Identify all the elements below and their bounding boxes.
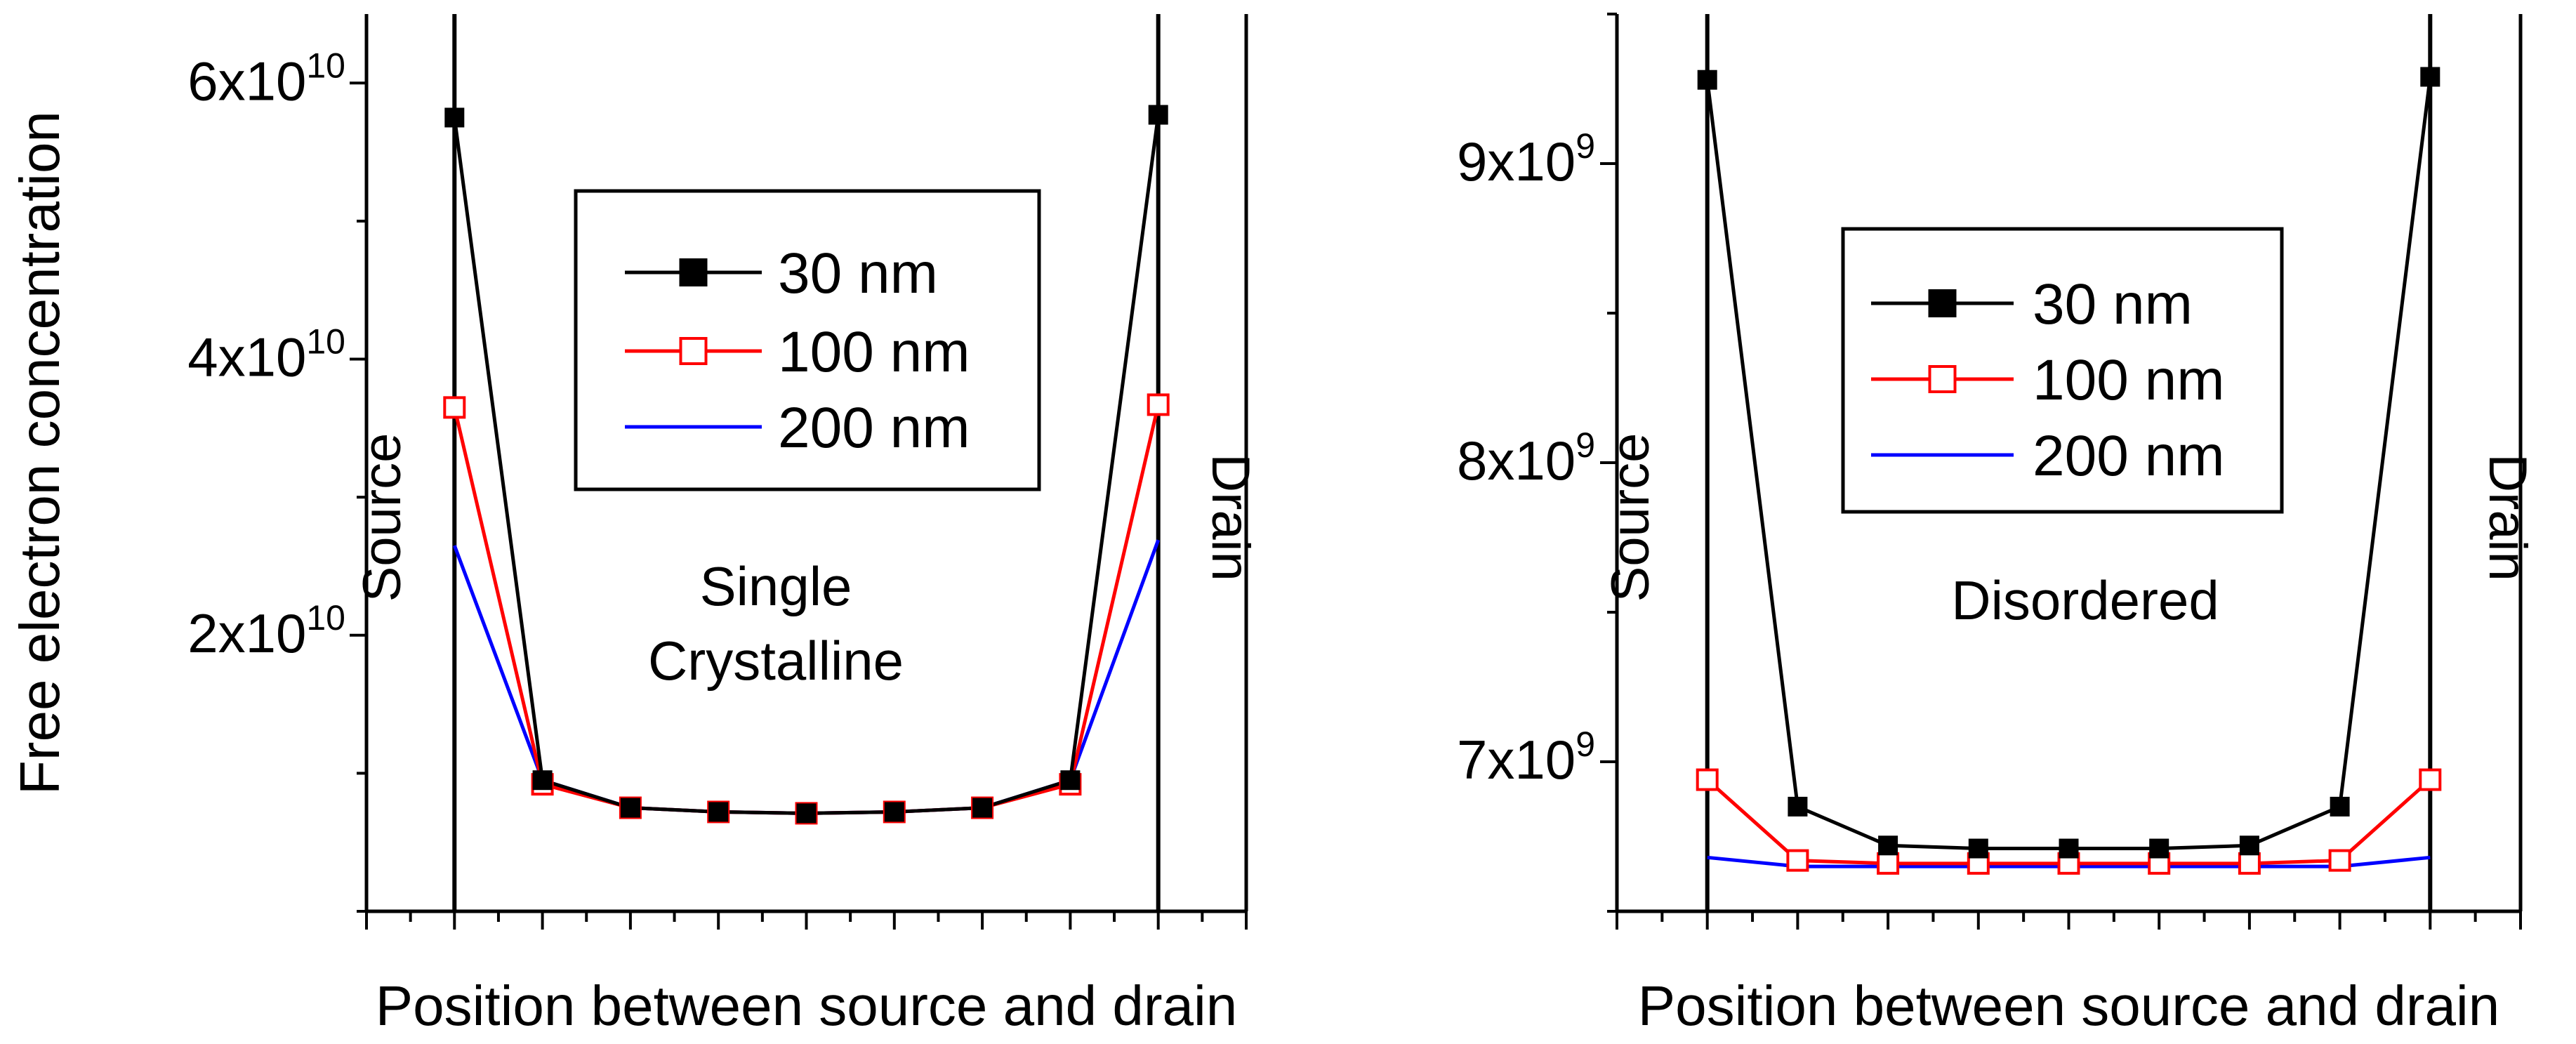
data-point-30-nm [796, 803, 817, 824]
data-point-100-nm [1786, 849, 1809, 872]
data-point-100-nm [1877, 852, 1900, 875]
source-label: Source [352, 433, 412, 602]
panel-left: 2x1010 4x1010 6x1010 30 nm 100 nm 200 nm Singl… [187, 14, 1260, 1037]
data-point-100-nm [443, 396, 466, 419]
legend-marker-30-nm [1928, 289, 1957, 317]
data-point-30-nm [884, 802, 904, 822]
panel-annotation: Crystalline [648, 630, 904, 692]
data-point-30-nm [1697, 70, 1717, 90]
legend-box [1841, 227, 2284, 514]
data-point-30-nm [444, 107, 465, 128]
data-point-30-nm [620, 798, 640, 818]
y-tick-label: 2x1010 [187, 598, 345, 664]
x-axis-title: Position between source and drain [376, 974, 1237, 1037]
data-point-30-nm [1148, 105, 1168, 125]
data-point-30-nm [532, 770, 553, 791]
panel-annotation: Disordered [1951, 569, 2219, 631]
legend-label: 200 nm [2033, 424, 2225, 488]
x-axis-title: Position between source and drain [1638, 974, 2499, 1037]
legend-box [574, 189, 1041, 491]
data-point-30-nm [2330, 796, 2350, 817]
panel-annotation: Single [700, 555, 852, 617]
legend-label: 100 nm [778, 320, 970, 384]
y-tick-label: 7x109 [1457, 725, 1595, 791]
legend-label: 30 nm [2033, 272, 2193, 336]
data-point-30-nm [2239, 835, 2259, 856]
legend-label: 30 nm [778, 242, 938, 305]
data-point-100-nm [1696, 768, 1719, 791]
data-point-30-nm [708, 802, 729, 822]
legend-marker-30-nm [679, 258, 708, 286]
drain-label: Drain [2478, 454, 2537, 581]
data-point-30-nm [1878, 835, 1898, 856]
legend-marker-100-nm [1928, 365, 1957, 393]
y-tick-label: 8x109 [1457, 425, 1595, 491]
y-axis-title: Free electron concentration [8, 111, 71, 795]
data-point-100-nm [1147, 393, 1170, 416]
source-label: Source [1601, 433, 1660, 602]
data-point-30-nm [2149, 838, 2169, 859]
y-tick-label: 4x1010 [187, 322, 345, 388]
drain-label: Drain [1201, 454, 1260, 581]
data-point-30-nm [972, 798, 993, 818]
data-point-30-nm [1060, 770, 1081, 791]
data-point-100-nm [2419, 768, 2442, 791]
data-point-30-nm [1788, 796, 1808, 817]
legend-label: 200 nm [778, 396, 970, 460]
legend-marker-100-nm [679, 337, 708, 365]
data-point-30-nm [2059, 838, 2079, 859]
data-point-100-nm [2328, 849, 2351, 872]
data-point-30-nm [1968, 838, 1988, 859]
y-tick-label: 9x109 [1457, 126, 1595, 192]
data-point-100-nm [2238, 852, 2261, 875]
legend-label: 100 nm [2033, 348, 2225, 412]
y-tick-label: 6x1010 [187, 46, 345, 112]
panel-right: 7x109 8x109 9x109 30 nm 100 nm 200 nm Disorder… [1457, 13, 2537, 1037]
data-point-30-nm [2420, 67, 2440, 87]
